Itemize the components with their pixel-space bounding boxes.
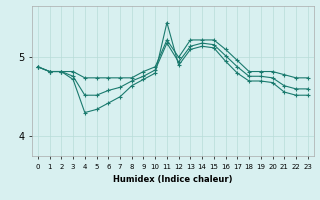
X-axis label: Humidex (Indice chaleur): Humidex (Indice chaleur) bbox=[113, 175, 233, 184]
